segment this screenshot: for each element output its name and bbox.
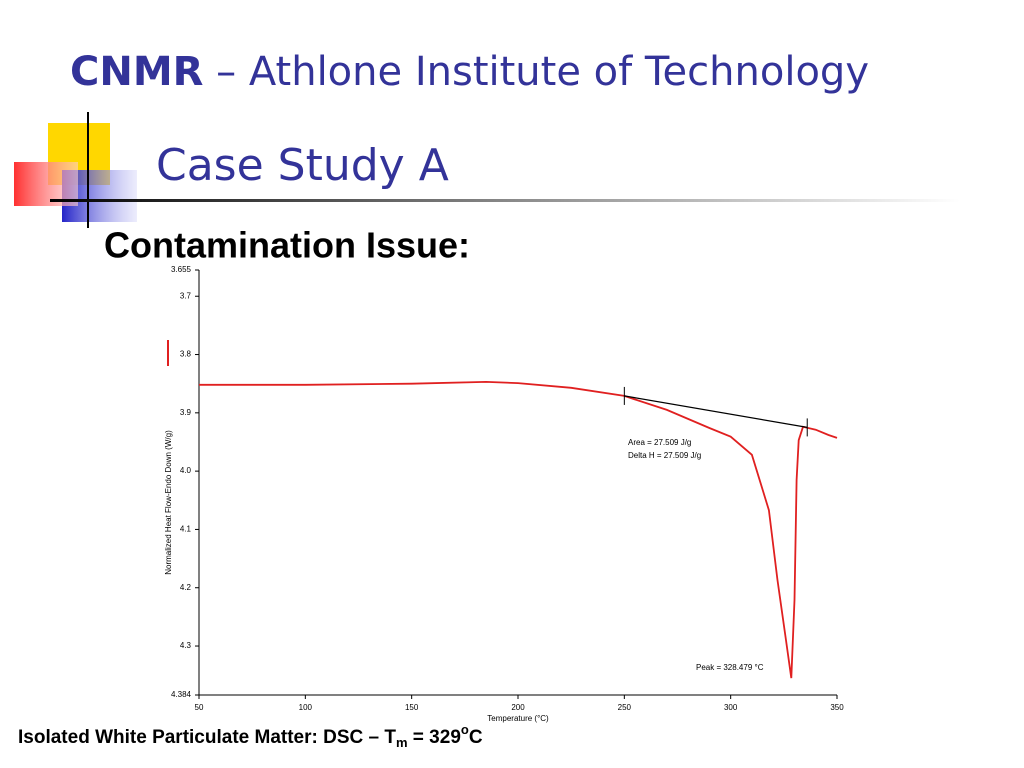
y-axis-label: Normalized Heat Flow-Endo Down (W/g) (164, 430, 173, 575)
x-tick-label: 200 (511, 703, 525, 712)
y-tick-label: 3.655 (171, 265, 192, 274)
footer-sub: m (396, 735, 408, 750)
heading: Contamination Issue: (104, 225, 470, 266)
x-tick-label: 150 (405, 703, 419, 712)
x-tick-label: 50 (195, 703, 204, 712)
y-tick-label: 4.384 (171, 690, 192, 699)
x-tick-label: 300 (724, 703, 738, 712)
x-tick-label: 250 (618, 703, 632, 712)
footer-text: Isolated White Particulate Matter: DSC –… (18, 727, 396, 748)
x-tick-label: 100 (299, 703, 313, 712)
y-tick-label: 3.7 (180, 291, 192, 300)
deco-hline (50, 199, 960, 202)
x-axis-label: Temperature (°C) (487, 714, 549, 723)
y-tick-label: 4.0 (180, 466, 192, 475)
y-tick-label: 4.1 (180, 525, 192, 534)
deco-red (14, 162, 78, 206)
footer-unit: C (469, 727, 483, 748)
annotation: Delta H = 27.509 J/g (628, 451, 701, 460)
title-bold: CNMR (70, 49, 203, 95)
footer-sup: o (461, 722, 469, 737)
x-tick-label: 350 (830, 703, 844, 712)
footer: Isolated White Particulate Matter: DSC –… (18, 722, 483, 750)
title: CNMR – Athlone Institute of Technology (70, 49, 869, 95)
y-tick-label: 3.9 (180, 408, 192, 417)
annotation: Peak = 328.479 °C (696, 663, 764, 672)
y-tick-label: 3.8 (180, 350, 192, 359)
dsc-curve (199, 380, 838, 679)
subtitle: Case Study A (156, 140, 449, 191)
title-rest: – Athlone Institute of Technology (203, 49, 869, 95)
y-tick-label: 4.2 (180, 583, 192, 592)
annotation: Area = 27.509 J/g (628, 438, 691, 447)
footer-value: = 329 (408, 727, 461, 748)
baseline (624, 395, 808, 428)
y-tick-label: 4.3 (180, 641, 192, 650)
